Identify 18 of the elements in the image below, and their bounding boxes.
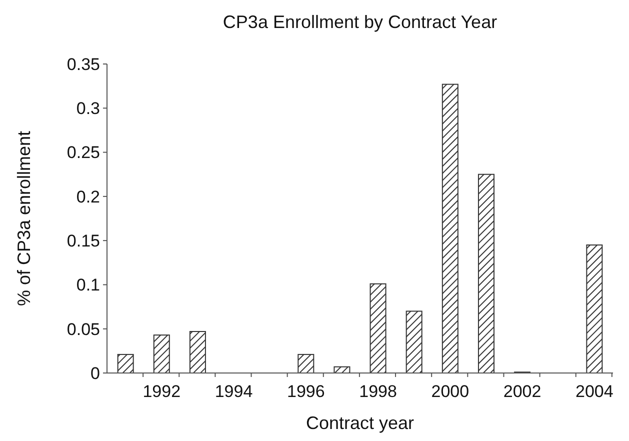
- x-tick-label: 2000: [431, 382, 470, 401]
- y-tick-label: 0.1: [76, 276, 100, 295]
- y-tick-label: 0.05: [66, 320, 100, 339]
- x-axis-title: Contract year: [306, 413, 414, 433]
- y-axis-title: % of CP3a enrollment: [14, 130, 34, 306]
- x-tick-label: 1994: [214, 382, 253, 401]
- x-tick-label: 2004: [576, 382, 614, 401]
- x-tick-label: 2002: [503, 382, 542, 401]
- x-tick-label: 1996: [286, 382, 325, 401]
- x-tick-label: 1992: [142, 382, 181, 401]
- y-tick-label: 0.35: [66, 54, 100, 74]
- x-tick-label: 1998: [359, 382, 397, 401]
- chart-title: CP3a Enrollment by Contract Year: [222, 12, 498, 32]
- y-tick-label: 0: [90, 364, 100, 383]
- y-tick-label: 0.3: [76, 99, 100, 118]
- y-tick-label: 0.2: [76, 187, 100, 206]
- y-tick-label: 0.25: [66, 143, 100, 162]
- y-tick-label: 0.15: [66, 232, 100, 251]
